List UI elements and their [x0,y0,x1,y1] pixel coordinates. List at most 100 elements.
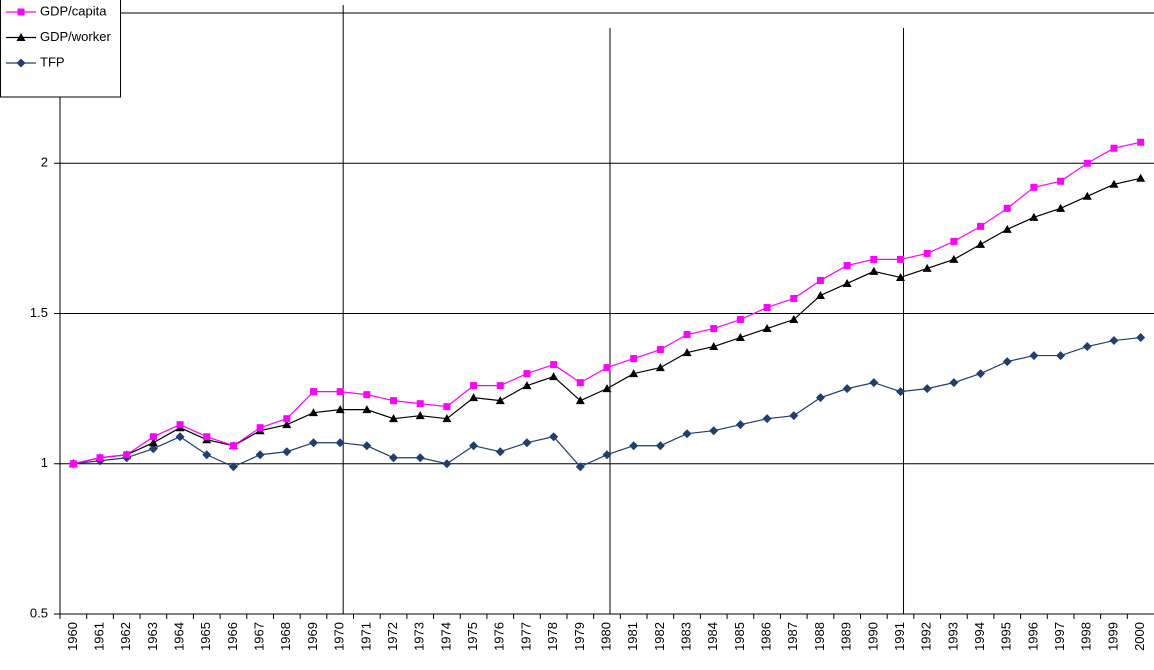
marker [390,397,398,405]
marker [870,255,878,263]
marker [123,451,131,459]
marker [869,266,879,275]
series-line [73,177,1141,465]
marker [1109,336,1119,346]
marker [1083,159,1091,167]
marker [655,363,665,372]
series-line [73,141,1141,465]
marker [922,384,932,394]
marker [842,384,852,394]
marker [1002,224,1012,233]
x-tick-label: 1999 [1105,622,1120,651]
x-tick-label: 1960 [65,622,80,651]
marker [603,364,611,372]
marker [949,378,959,388]
marker [335,438,345,448]
x-tick-label: 1991 [892,622,907,651]
marker [470,382,478,390]
x-tick-label: 1990 [865,622,880,651]
x-tick-label: 1966 [225,622,240,651]
marker [629,369,639,378]
marker [1136,333,1146,343]
marker [1137,138,1145,146]
x-tick-label: 1968 [278,622,293,651]
y-tick-label: 0.5 [30,605,48,620]
marker [815,290,825,299]
marker [709,426,719,436]
marker [682,348,692,357]
marker [575,462,585,472]
marker [308,408,318,417]
x-tick-label: 1972 [385,622,400,651]
x-tick-label: 1995 [999,622,1014,651]
marker [735,420,745,430]
marker [549,432,559,442]
marker [816,276,824,284]
marker [896,387,906,397]
marker [1029,351,1039,361]
x-tick-label: 1997 [1052,622,1067,651]
x-tick-label: 1963 [145,622,160,651]
marker [602,450,612,460]
marker [629,441,639,451]
marker [1082,191,1092,200]
x-tick-label: 1994 [972,622,987,651]
x-tick-label: 1973 [412,622,427,651]
marker [896,272,906,281]
x-tick-label: 1993 [945,622,960,651]
marker [469,441,479,451]
marker [1109,179,1119,188]
marker [1110,144,1118,152]
marker [977,222,985,230]
marker [1003,204,1011,212]
marker [1002,357,1012,367]
marker [1136,173,1146,182]
marker [655,441,665,451]
marker [523,370,531,378]
y-tick-label: 1.5 [30,305,48,320]
marker [389,414,399,423]
marker [790,294,798,302]
marker [282,420,292,429]
marker [736,316,744,324]
x-tick-label: 1978 [545,622,560,651]
marker [175,432,185,442]
x-tick-label: 1984 [705,622,720,651]
marker [255,450,265,460]
marker [549,372,559,381]
y-tick-label: 1 [41,455,48,470]
marker [496,382,504,390]
marker [443,403,451,411]
marker [682,429,692,439]
marker [283,415,291,423]
marker [949,254,959,263]
x-tick-label: 1962 [118,622,133,651]
marker [897,255,905,263]
marker [922,263,932,272]
x-tick-label: 1961 [91,622,106,651]
marker [575,396,585,405]
marker [415,411,425,420]
x-tick-label: 1985 [732,622,747,651]
marker [416,400,424,408]
marker [1082,342,1092,352]
marker [710,325,718,333]
marker [495,396,505,405]
marker [148,438,158,447]
marker [202,450,212,460]
marker [495,447,505,457]
x-tick-label: 1971 [358,622,373,651]
marker [1057,177,1065,185]
marker [762,414,772,424]
marker [762,324,772,333]
marker [469,393,479,402]
x-tick-label: 1976 [492,622,507,651]
marker [16,33,26,41]
marker [363,391,371,399]
marker [17,8,25,16]
marker [656,346,664,354]
x-tick-label: 1979 [572,622,587,651]
marker [309,388,317,396]
marker [442,459,452,469]
